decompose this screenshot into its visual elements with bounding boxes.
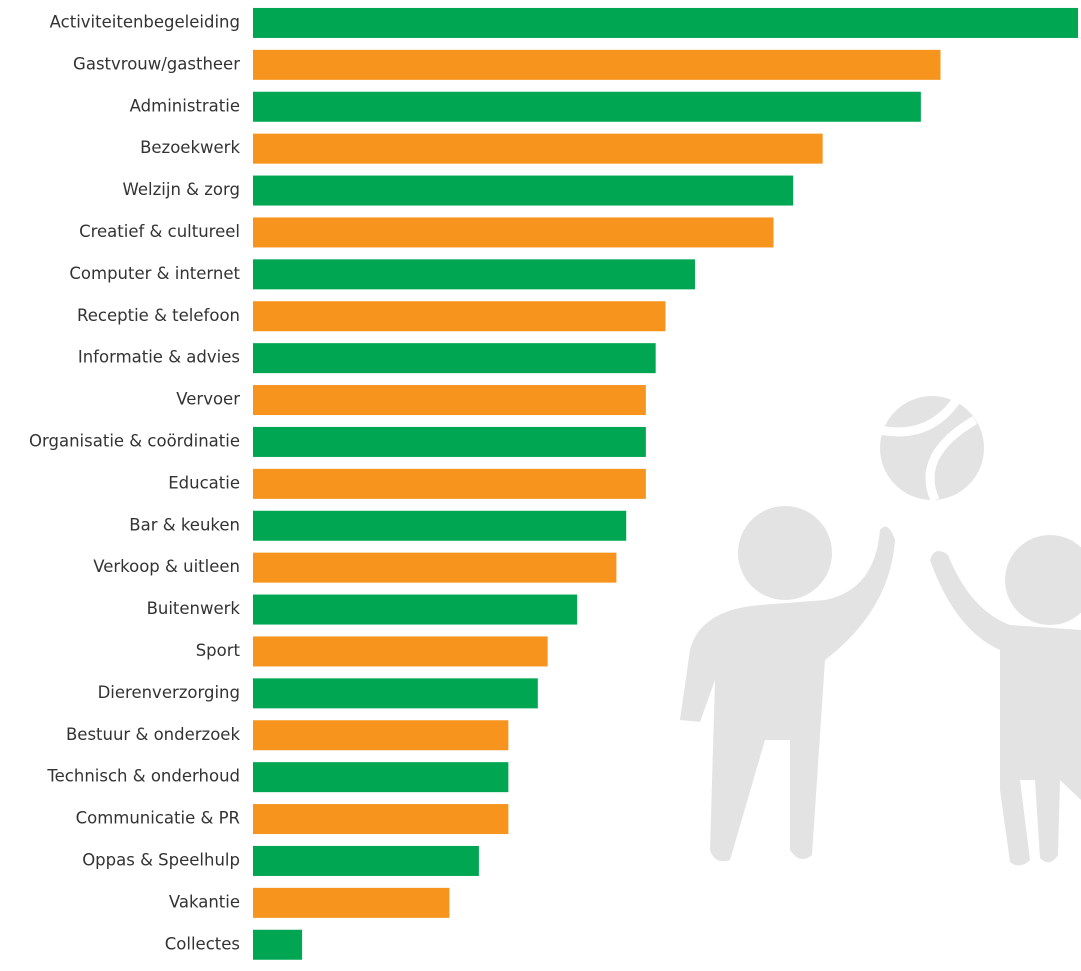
y-tick-label: Creatief & cultureel [79, 222, 240, 241]
bar [253, 845, 479, 876]
bar [253, 301, 666, 332]
bar [253, 929, 303, 960]
y-tick-label: Administratie [130, 96, 240, 115]
y-tick-label: Organisatie & coördinatie [29, 431, 240, 450]
bar [253, 426, 646, 457]
bar [253, 91, 921, 122]
bar [253, 259, 695, 290]
bar [253, 804, 509, 835]
y-tick-label: Collectes [165, 934, 240, 953]
child-body [680, 526, 895, 862]
y-tick-label: Verkoop & uitleen [93, 557, 240, 576]
bar [253, 636, 548, 667]
bar [253, 762, 509, 793]
y-tick-label: Gastvrouw/gastheer [73, 54, 240, 73]
y-tick-label: Sport [196, 641, 241, 660]
bar [253, 552, 617, 583]
y-tick-label: Bestuur & onderzoek [66, 725, 240, 744]
y-tick-label: Educatie [168, 473, 240, 492]
bar [253, 468, 646, 499]
bar [253, 49, 941, 80]
y-tick-label: Buitenwerk [147, 599, 241, 618]
y-tick-label: Activiteitenbegeleiding [50, 12, 240, 31]
background-illustration [680, 395, 1081, 866]
y-tick-label: Welzijn & zorg [123, 180, 240, 199]
y-tick-label: Vervoer [176, 390, 240, 409]
y-tick-label: Bezoekwerk [140, 138, 240, 157]
bar [253, 133, 823, 164]
bar [253, 594, 578, 625]
bar [253, 217, 774, 248]
ball-lines [879, 395, 978, 502]
y-tick-label: Receptie & telefoon [77, 306, 240, 325]
child-head [738, 506, 832, 600]
bar [253, 343, 656, 374]
bar [253, 7, 1078, 38]
y-tick-label: Dierenverzorging [98, 683, 240, 702]
bar [253, 175, 794, 206]
bar [253, 887, 450, 918]
y-tick-label: Technisch & onderhoud [46, 767, 240, 786]
y-tick-label: Bar & keuken [129, 515, 240, 534]
bar [253, 385, 646, 416]
bar [253, 720, 509, 751]
bar [253, 510, 627, 541]
bar [253, 678, 538, 709]
y-tick-label: Vakantie [169, 892, 240, 911]
y-tick-label: Communicatie & PR [76, 809, 240, 828]
child-body [930, 551, 1081, 866]
y-tick-label: Informatie & advies [78, 348, 240, 367]
y-tick-label: Oppas & Speelhulp [82, 850, 240, 869]
child-head [1005, 535, 1081, 625]
ball [880, 396, 984, 500]
y-tick-label: Computer & internet [69, 264, 240, 283]
